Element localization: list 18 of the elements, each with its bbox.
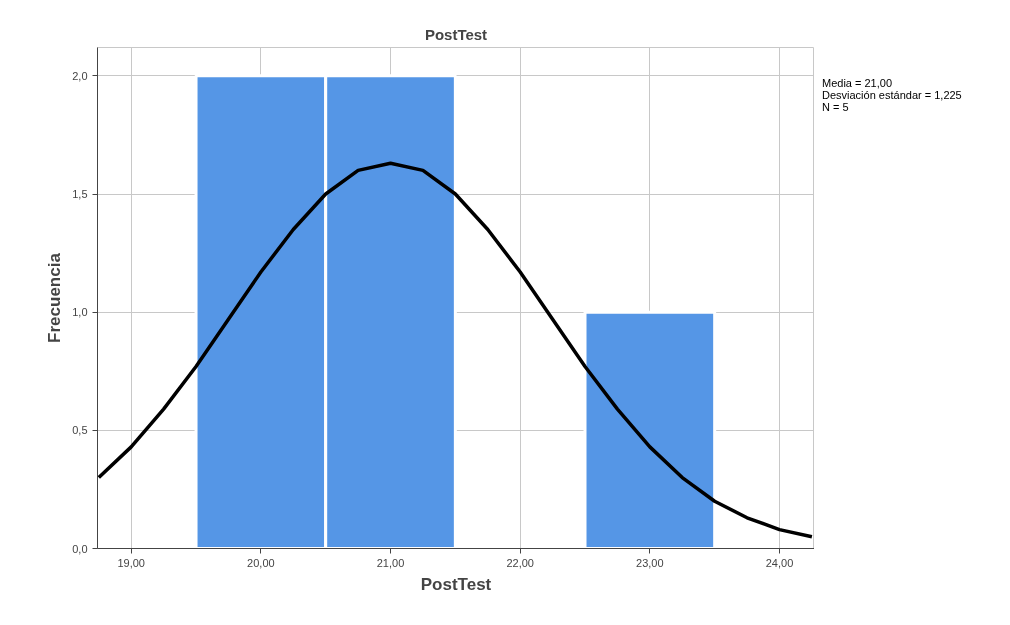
y-tick-label: 1,0 — [72, 306, 88, 319]
x-tick-label: 20,00 — [247, 556, 275, 569]
y-tick-label: 1,5 — [72, 188, 88, 201]
y-tick-label: 0,0 — [72, 542, 88, 555]
text: Media = 21,00 — [822, 77, 893, 89]
line-series — [97, 161, 814, 539]
chart-title: PostTest — [424, 25, 488, 43]
x-tick-label: 22,00 — [506, 556, 534, 569]
x-tick-label: 24,00 — [765, 556, 794, 569]
x-tick-label: 19,00 — [117, 556, 145, 569]
text: N = 5 — [822, 101, 849, 113]
x-tick-label: 21,00 — [376, 556, 405, 569]
y-tick-label: 2,0 — [72, 69, 88, 82]
text: Desviación estándar = 1,225 — [822, 89, 962, 101]
y-tick-label: 0,5 — [72, 424, 88, 437]
x-tick-label: 23,00 — [636, 556, 664, 569]
x-axis-title: PostTest — [420, 574, 492, 594]
y-axis-title: Frecuencia — [45, 252, 65, 343]
